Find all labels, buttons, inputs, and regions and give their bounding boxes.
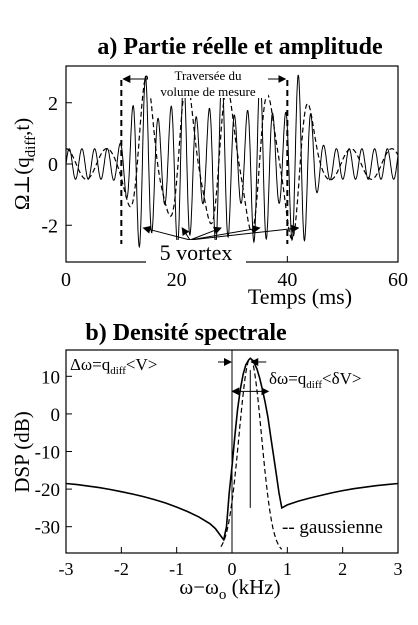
panel-a-vortex-arrow xyxy=(189,224,300,241)
panel-a-x-axis-label: Temps (ms) xyxy=(248,284,352,309)
panel-b-y-tick-label: 0 xyxy=(51,405,61,426)
panel-a-vortex-label-bg xyxy=(146,240,246,264)
panel-b-spectrum-series xyxy=(65,357,399,542)
panel-b-sigma-label-main: δω=q xyxy=(269,369,307,388)
panel-b-x-axis-label-suffix: (kHz) xyxy=(226,575,280,599)
panel-b-x-tick-label: 0 xyxy=(228,559,237,579)
panel-b-annotations xyxy=(218,350,270,553)
panel-a-x-tick-label: 60 xyxy=(388,269,408,291)
panel-b-x-tick-label: -2 xyxy=(114,559,129,579)
panel-b-x-tick-label: 1 xyxy=(283,559,292,579)
panel-b-x-axis-label-main: ω−ω xyxy=(179,575,219,599)
panel-b-y-tick-label: 10 xyxy=(41,367,60,388)
panel-b-delta-label-sub: diff xyxy=(110,365,126,377)
panel-a-x-tick-label: 40 xyxy=(277,269,297,291)
panel-a-x-tick-label: 20 xyxy=(167,269,187,291)
panel-a-ticks: 0 20 40 60 -2 0 2 xyxy=(41,93,408,291)
panel-b-sigma-label-rest: <δV> xyxy=(322,369,361,388)
panel-b-delta-label-main: Δω=q xyxy=(70,355,111,374)
panel-a-y-tick-label: -2 xyxy=(41,215,58,237)
panel-b-delta-label-rest: <V> xyxy=(126,355,157,374)
panel-a-title: a) Partie réelle et amplitude xyxy=(97,34,383,60)
panel-a-vortex-arrow xyxy=(142,225,191,241)
panel-a-y-axis-label: Ω⊥(qdiff,t) xyxy=(10,118,39,210)
panel-b-x-axis-label: ω−ωo (kHz) xyxy=(179,575,280,603)
panel-a-y-axis-label-suffix: ,t) xyxy=(10,118,34,136)
panel-b-title: b) Densité spectrale xyxy=(85,320,287,346)
panel-b-y-tick-label: -30 xyxy=(35,518,60,539)
panel-b-x-axis-label-sub: o xyxy=(219,587,227,603)
panel-b-sigma-label-sub: diff xyxy=(306,379,322,391)
panel-b-legend-gaussian: -- gaussienne xyxy=(282,517,383,538)
panel-a-y-axis-label-sub: diff xyxy=(23,136,39,157)
panel-b-x-tick-label: 2 xyxy=(338,559,347,579)
panel-b-y-tick-label: -20 xyxy=(35,480,60,501)
panel-b-y-tick-label: -10 xyxy=(35,443,60,464)
panel-b-y-axis-label: DSP (dB) xyxy=(10,411,34,493)
panel-a-x-tick-label: 0 xyxy=(61,269,71,291)
panel-a-crossing-label-line1: Traversée du xyxy=(174,68,242,83)
panel-a-vortex-arrow xyxy=(189,225,261,241)
panel-a-curves xyxy=(65,74,399,249)
panel-b-x-tick-label: -3 xyxy=(59,559,74,579)
panel-b-sigma-label: δω=qdiff<δV> xyxy=(269,369,361,391)
panel-a-y-axis-label-main: Ω⊥(q xyxy=(10,157,34,210)
panel-a-vortex-arrows xyxy=(142,224,300,241)
panel-a-vortex-label: 5 vortex xyxy=(160,240,233,265)
panel-a-y-tick-label: 0 xyxy=(48,154,58,176)
panel-a-crossing-label-bg xyxy=(148,67,268,98)
panel-b-delta-label: Δω=qdiff<V> xyxy=(70,355,157,377)
panel-a-vortex-arrow xyxy=(189,226,222,241)
panel-b-x-tick-label: 3 xyxy=(394,559,403,579)
panel-b-x-tick-label: -1 xyxy=(169,559,184,579)
panel-a-vortex-arrow xyxy=(181,227,191,241)
panel-a-crossing-label-line2: volume de mesure xyxy=(160,84,256,99)
panel-a-y-tick-label: 2 xyxy=(48,93,58,115)
